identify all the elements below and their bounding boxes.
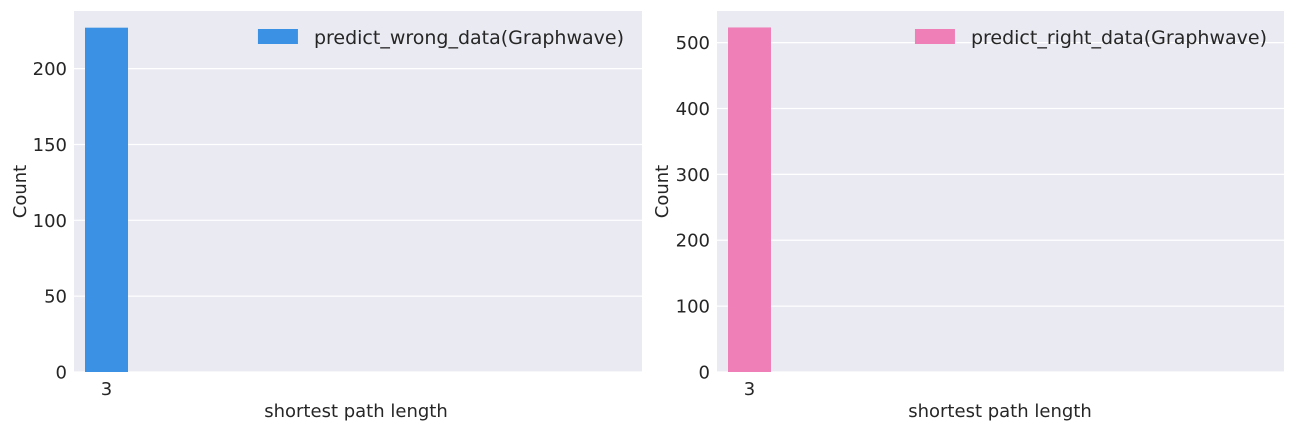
y-tick-label: 300 [676, 165, 710, 186]
bar [728, 27, 771, 372]
y-tick-label: 400 [676, 99, 710, 120]
grid-lines [74, 68, 642, 373]
y-tick-label: 200 [676, 231, 710, 252]
y-tick-labels: 0 50 100 150 200 [33, 59, 67, 383]
y-tick-label: 100 [676, 297, 710, 318]
y-axis-label: Count [652, 165, 673, 218]
y-tick-label: 100 [33, 211, 67, 232]
x-axis-label: shortest path length [264, 401, 448, 422]
legend-swatch [914, 29, 955, 44]
y-tick-label: 500 [676, 33, 710, 54]
bar [85, 27, 128, 372]
x-axis-label: shortest path length [908, 401, 1092, 422]
y-axis-label: Count [10, 165, 31, 218]
y-tick-label: 0 [56, 363, 67, 384]
legend-swatch [257, 29, 298, 44]
plot-area [717, 11, 1284, 372]
x-tick-labels: 3 [744, 379, 755, 400]
bars [85, 27, 128, 372]
x-tick-label: 3 [101, 379, 112, 400]
y-tick-label: 150 [33, 135, 67, 156]
chart-left: 0 50 100 150 200 3 shortest path length Coun… [10, 11, 642, 422]
y-tick-label: 50 [44, 287, 67, 308]
legend: predict_right_data(Graphwave) [914, 27, 1267, 49]
legend: predict_wrong_data(Graphwave) [257, 27, 624, 49]
legend-label: predict_wrong_data(Graphwave) [314, 27, 624, 49]
y-tick-label: 0 [699, 363, 710, 384]
plot-area [74, 11, 642, 372]
x-tick-labels: 3 [101, 379, 112, 400]
bars [728, 27, 771, 372]
y-tick-label: 200 [33, 59, 67, 80]
y-tick-labels: 0 100 200 300 400 500 [676, 33, 710, 383]
legend-label: predict_right_data(Graphwave) [971, 27, 1267, 49]
x-tick-label: 3 [744, 379, 755, 400]
grid-lines [717, 42, 1284, 373]
